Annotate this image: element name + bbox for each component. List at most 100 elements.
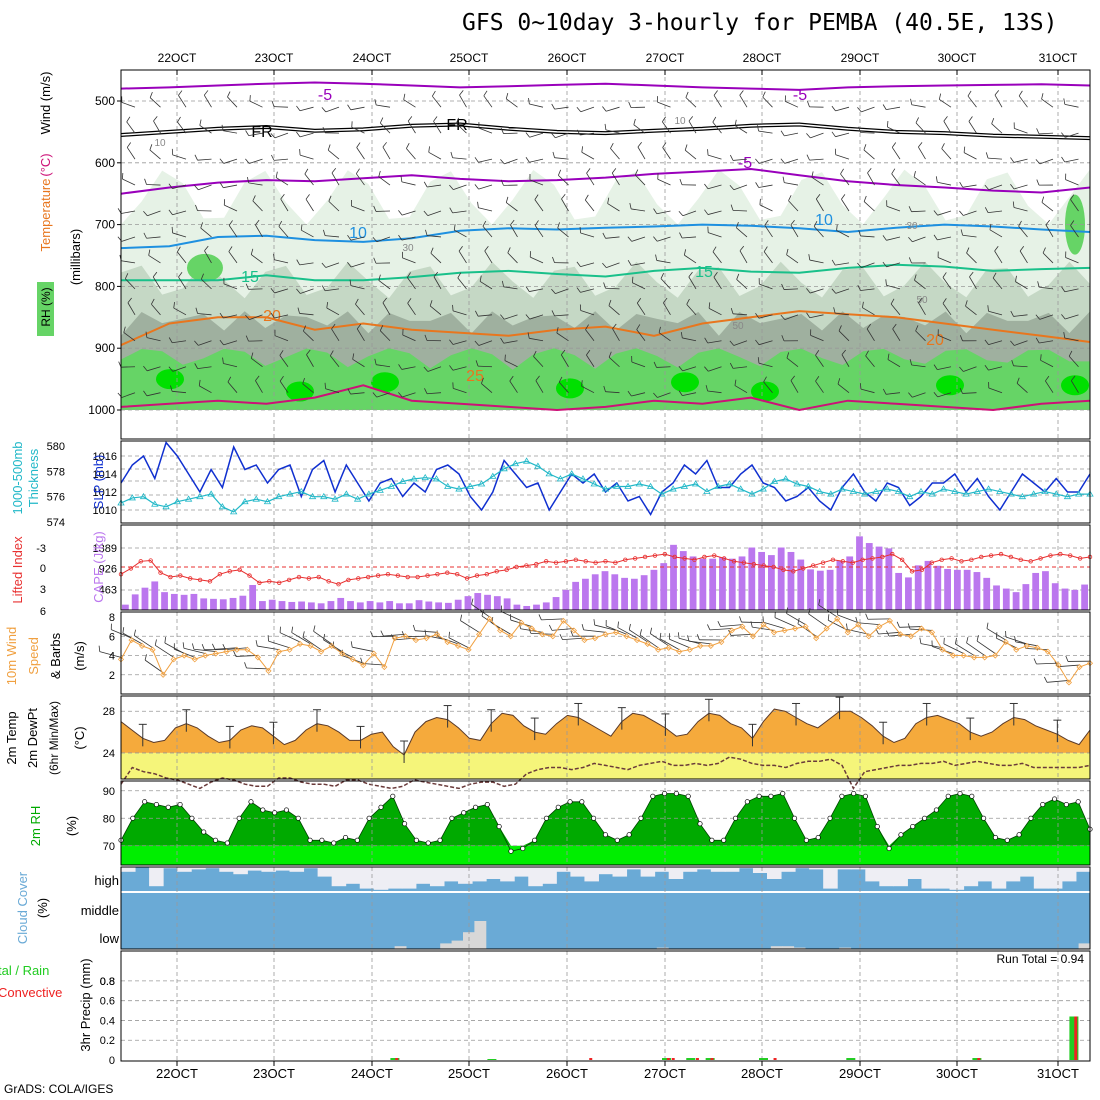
wind-barb-11-25 <box>763 381 773 393</box>
cape-bar-88 <box>983 577 991 610</box>
wind-barb-1-16 <box>529 132 544 138</box>
cape-bar-77 <box>875 546 883 610</box>
li-marker-61 <box>721 556 727 561</box>
contour-label-15: 30 <box>906 221 918 232</box>
rh2m-marker-3 <box>153 801 160 808</box>
wind-barb-7-5-flag <box>245 283 249 290</box>
wind-barb-1-32 <box>943 120 952 134</box>
wind-barb-1-25-flag <box>756 125 760 132</box>
cape-bar-59 <box>699 558 707 610</box>
li-marker-85 <box>959 559 964 564</box>
wind-barb-9-0-flag <box>123 326 126 333</box>
li-marker-59 <box>702 554 707 560</box>
wind-barb-0-2-flag <box>178 90 183 96</box>
wind-barb-8-26 <box>784 314 799 320</box>
wind-speed-marker-65 <box>802 623 809 630</box>
surface-wind-barb-62-flag <box>750 621 753 628</box>
surface-wind-barb-46-flag <box>581 624 585 631</box>
cloud-panel-frame <box>120 866 1091 950</box>
wind-barb-11-3-flag <box>198 379 201 386</box>
li-marker-33 <box>445 570 450 575</box>
thickness-marker-62 <box>815 487 824 494</box>
rh2m-marker-12 <box>260 807 266 813</box>
wind-barb-1-29-flag <box>858 126 861 133</box>
surface-wind-barb-60 <box>730 633 753 636</box>
wind-barb-11-37-flag <box>1070 375 1076 381</box>
surface-wind-barb-89 <box>1036 662 1059 665</box>
cape-bar-53 <box>640 575 648 610</box>
wind-barb-0-25-flag <box>762 91 766 98</box>
wind-speed-marker-74 <box>897 631 904 638</box>
li-marker-80 <box>909 569 915 574</box>
wind-barb-2-30-flag <box>891 142 897 148</box>
wind-barb-1-35 <box>1014 128 1028 134</box>
wind-speed-marker-82 <box>981 654 988 661</box>
thickness-marker-18 <box>320 492 328 500</box>
li-marker-78 <box>890 551 895 557</box>
wind-barb-0-33 <box>967 95 977 108</box>
wind-barb-10-5-flag <box>250 352 254 359</box>
surface-wind-barb-31-flag <box>424 629 427 636</box>
rh2m-marker-67 <box>910 823 916 830</box>
cape-bar-39 <box>503 598 511 610</box>
wind-barb-11-29-flag <box>859 383 862 390</box>
isotherm--5b <box>120 167 1091 195</box>
surface-wind-barb-18-flag <box>291 626 294 633</box>
wind-barb-5-20 <box>631 236 646 242</box>
wind-barb-11-26 <box>790 380 799 393</box>
wind-barb-5-18-flag <box>579 227 581 234</box>
thickness-marker-72 <box>928 490 936 497</box>
wind-barb-8-7-flag <box>297 307 300 314</box>
wind-barb-10-10 <box>376 364 391 368</box>
wind-barb-2-25-flag <box>755 158 760 164</box>
li-marker-64 <box>751 561 757 567</box>
rh2m-marker-40 <box>591 815 597 821</box>
contour-label-8: 15 <box>695 264 713 281</box>
surface-wind-barb-80 <box>943 643 964 654</box>
surface-wind-barb-42 <box>541 618 564 621</box>
cloud-high-gap-38 <box>654 867 670 872</box>
rh2m-marker-16 <box>307 837 313 843</box>
rh2m-marker-79 <box>1051 796 1058 802</box>
wind-barb-11-1-flag <box>143 390 148 397</box>
contour-label-10: 20 <box>926 332 944 349</box>
contour-label-3: FR <box>251 124 272 141</box>
wind-barb-8-13-flag <box>452 304 454 311</box>
thickness-marker-50 <box>680 482 689 489</box>
wind-barb-9-9-flag <box>356 323 362 330</box>
wind-barb-1-29 <box>860 132 875 134</box>
top-date-label-4: 26OCT <box>548 51 587 65</box>
li-marker-66 <box>771 564 776 570</box>
wind-barb-6-21 <box>656 260 671 264</box>
wind-barb-0-36 <box>1041 98 1054 108</box>
surface-wind-barb-63 <box>763 621 785 629</box>
wind-barb-1-6-flag <box>270 133 276 139</box>
rh2m-marker-22 <box>378 804 384 810</box>
wind-barb-4-12-flag <box>423 210 429 216</box>
cape-bar-16 <box>278 601 286 610</box>
wind-barb-1-0 <box>126 121 136 134</box>
thickness-marker-54 <box>725 480 734 487</box>
wind-barb-3-11 <box>401 181 416 186</box>
wind-speed-marker-89 <box>1055 662 1062 669</box>
wind-barb-7-11-flag <box>407 272 411 278</box>
wind-barb-4-6-flag <box>280 194 285 200</box>
wind-barb-3-27 <box>811 176 824 186</box>
wind-barb-4-22 <box>682 210 697 217</box>
wind-speed-marker-41 <box>549 633 556 640</box>
wind-barb-6-37 <box>1065 257 1079 264</box>
wind-barb-5-17 <box>557 227 569 238</box>
wind-speed-marker-5 <box>170 656 177 663</box>
wind-speed-line <box>120 618 1091 684</box>
wind-barb-9-1-flag <box>145 331 148 338</box>
wind-barb-8-30-flag <box>890 298 895 305</box>
wind-barb-6-29-flag <box>857 262 862 268</box>
surface-wind-barb-90 <box>1046 680 1069 683</box>
wind-axis-label-3: & Barbs <box>48 632 63 679</box>
contour-label-14: 30 <box>402 243 414 254</box>
wind-barb-0-12 <box>432 95 442 108</box>
thickness-marker-19 <box>331 495 339 502</box>
thickness-marker-55 <box>737 485 745 492</box>
wind-barb-2-37 <box>1064 158 1079 163</box>
li-marker-71 <box>820 560 826 565</box>
